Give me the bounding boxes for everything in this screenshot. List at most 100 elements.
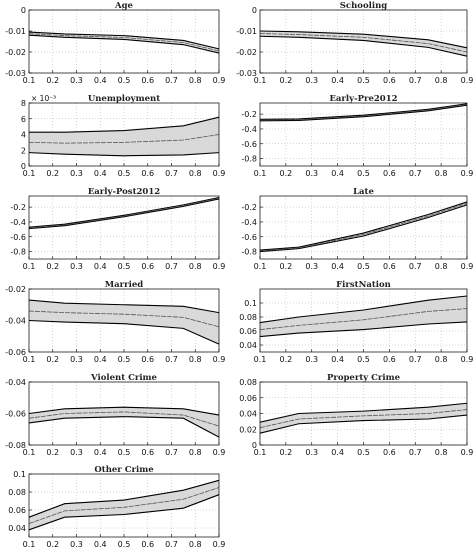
- x-tick-label: 0.3: [305, 169, 318, 178]
- axes-frame: [259, 102, 468, 167]
- panel-title: Unemployment: [88, 94, 160, 104]
- x-tick-label: 0.3: [70, 355, 83, 364]
- lower-bound-line: [28, 152, 220, 157]
- x-tick-label: 0.9: [461, 355, 474, 364]
- x-tick-label: 0.5: [118, 540, 131, 549]
- x-tick-label: 0.8: [189, 76, 202, 85]
- estimate-line: [259, 203, 468, 252]
- y-tick-label: 0: [21, 162, 26, 171]
- x-tick-label: 0.7: [165, 448, 178, 457]
- y-tick-label: -0.4: [10, 218, 26, 227]
- panel-title: Other Crime: [94, 465, 154, 475]
- y-tick-label: -0.2: [10, 203, 26, 212]
- confidence-band: [260, 296, 467, 337]
- x-tick-label: 0.5: [118, 262, 131, 271]
- x-tick-label: 0.6: [141, 169, 154, 178]
- x-tick-label: 0.4: [331, 76, 344, 85]
- x-tick-label: 0.1: [254, 76, 267, 85]
- x-tick-label: 0.7: [409, 262, 422, 271]
- estimate-line: [259, 104, 468, 121]
- lower-bound-line: [259, 104, 468, 122]
- panel-firstnation: 0.1 0.2 0.3 0.4 0.5 0.6 0.7 0.8 0.9 0.1 0.08 0.06 0.…: [239, 280, 473, 364]
- x-tick-label: 0.6: [141, 540, 154, 549]
- axes-frame: [28, 195, 220, 260]
- x-tick-label: 0.5: [118, 448, 131, 457]
- panel-title: Early-Pre2012: [329, 94, 397, 104]
- panel-title: Property Crime: [327, 373, 401, 383]
- upper-bound-line: [28, 406, 220, 416]
- x-tick-label: 0.5: [118, 355, 131, 364]
- lower-bound-line: [28, 34, 220, 54]
- y-tick-label: 0.06: [239, 327, 257, 336]
- x-tick-label: 0.7: [409, 76, 422, 85]
- y-tick-label: -0.6: [241, 140, 257, 149]
- y-tick-label: 0.08: [8, 488, 26, 497]
- x-tick-label: 0.9: [213, 355, 226, 364]
- x-tick-label: 0.8: [435, 76, 448, 85]
- y-tick-label: 0.04: [239, 341, 257, 350]
- y-tick-label: -0.6: [241, 233, 257, 242]
- y-tick-label: -0.06: [5, 410, 26, 419]
- x-tick-label: 0.2: [280, 76, 293, 85]
- estimate-line: [259, 409, 468, 429]
- x-tick-label: 0.1: [23, 355, 36, 364]
- axes-frame: [259, 9, 468, 74]
- x-tick-label: 0.1: [23, 169, 36, 178]
- confidence-band: [29, 117, 219, 156]
- x-tick-label: 0.4: [331, 448, 344, 457]
- y-tick-label: -0.02: [5, 48, 26, 57]
- panel-title: Married: [105, 280, 144, 290]
- lower-bound-line: [259, 204, 468, 253]
- x-tick-label: 0.1: [254, 448, 267, 457]
- panel-early-pre2012: 0.1 0.2 0.3 0.4 0.5 0.6 0.7 0.8 0.9 -0.2 -0.4 -0.6 -…: [241, 94, 473, 178]
- panel-title: Early-Post2012: [88, 187, 160, 197]
- x-tick-label: 0.8: [435, 169, 448, 178]
- x-tick-label: 0.7: [409, 448, 422, 457]
- x-tick-label: 0.4: [331, 355, 344, 364]
- x-tick-label: 0.8: [189, 262, 202, 271]
- lower-bound-line: [259, 414, 468, 434]
- y-tick-label: -0.08: [5, 441, 26, 450]
- x-tick-label: 0.9: [461, 448, 474, 457]
- panel-married: 0.1 0.2 0.3 0.4 0.5 0.6 0.7 0.8 0.9 -0.02 -0.04 -0.…: [5, 280, 225, 364]
- panel-other-crime: 0.1 0.2 0.3 0.4 0.5 0.6 0.7 0.8 0.9 0.1 0.08 0.06 0.…: [8, 465, 225, 549]
- estimate-line: [28, 197, 220, 229]
- x-tick-label: 0.9: [213, 169, 226, 178]
- x-tick-label: 0.8: [435, 448, 448, 457]
- x-tick-label: 0.6: [383, 76, 396, 85]
- y-tick-label: 0.06: [8, 506, 26, 515]
- x-tick-label: 0.3: [305, 76, 318, 85]
- x-tick-label: 0.3: [305, 448, 318, 457]
- x-tick-label: 0.9: [461, 169, 474, 178]
- confidence-band: [260, 403, 467, 434]
- x-tick-label: 0.7: [165, 76, 178, 85]
- y-tick-label: 0.04: [8, 524, 26, 533]
- panel-title: Age: [114, 1, 134, 11]
- y-tick-label: -0.4: [241, 125, 257, 134]
- estimate-line: [28, 33, 220, 52]
- x-tick-label: 0.4: [94, 169, 107, 178]
- x-tick-label: 0.1: [23, 262, 36, 271]
- y-tick-label: -0.6: [10, 233, 26, 242]
- x-tick-label: 0.2: [280, 169, 293, 178]
- y-tick-label: 0.06: [239, 394, 257, 403]
- y-tick-label: -0.03: [5, 69, 26, 78]
- panel-title: Late: [353, 187, 374, 197]
- axes-frame: [28, 102, 220, 167]
- panel-title: FirstNation: [336, 280, 391, 290]
- axes-frame: [259, 195, 468, 260]
- y-tick-label: -0.8: [10, 248, 26, 257]
- upper-bound-line: [29, 116, 220, 133]
- y-tick-label: -0.06: [5, 348, 26, 357]
- y-tick-label: -0.04: [5, 317, 26, 326]
- confidence-band: [260, 31, 467, 57]
- x-tick-label: 0.9: [213, 262, 226, 271]
- x-tick-label: 0.8: [189, 448, 202, 457]
- x-tick-label: 0.2: [280, 448, 293, 457]
- upper-bound-line: [28, 31, 220, 50]
- lower-bound-line: [259, 321, 468, 338]
- upper-bound-line: [259, 30, 468, 49]
- x-tick-label: 0.6: [141, 76, 154, 85]
- x-tick-label: 0.9: [213, 76, 226, 85]
